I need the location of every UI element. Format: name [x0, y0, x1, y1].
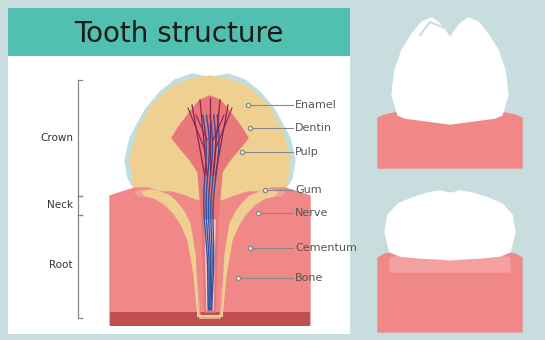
Bar: [8, 8, 350, 334]
Text: Pulp: Pulp: [295, 147, 319, 157]
Polygon shape: [390, 253, 510, 272]
Bar: [110, 312, 310, 326]
Polygon shape: [135, 190, 285, 318]
Text: Neck: Neck: [47, 200, 73, 210]
Polygon shape: [378, 112, 522, 168]
Bar: [8, 8, 350, 56]
Polygon shape: [172, 96, 248, 312]
Polygon shape: [142, 190, 278, 316]
Text: Gum: Gum: [295, 185, 322, 195]
Text: Tooth structure: Tooth structure: [74, 20, 284, 48]
Text: Crown: Crown: [40, 133, 73, 143]
Polygon shape: [392, 18, 508, 124]
Polygon shape: [385, 191, 515, 260]
Text: Enamel: Enamel: [295, 100, 337, 110]
Text: Dentin: Dentin: [295, 123, 332, 133]
Text: Cementum: Cementum: [295, 243, 357, 253]
Polygon shape: [110, 188, 310, 325]
Text: Bone: Bone: [295, 273, 323, 283]
Polygon shape: [205, 220, 215, 310]
Text: Nerve: Nerve: [295, 208, 329, 218]
Polygon shape: [125, 74, 295, 188]
Polygon shape: [378, 250, 522, 332]
Text: Root: Root: [50, 260, 73, 270]
Polygon shape: [130, 76, 290, 320]
